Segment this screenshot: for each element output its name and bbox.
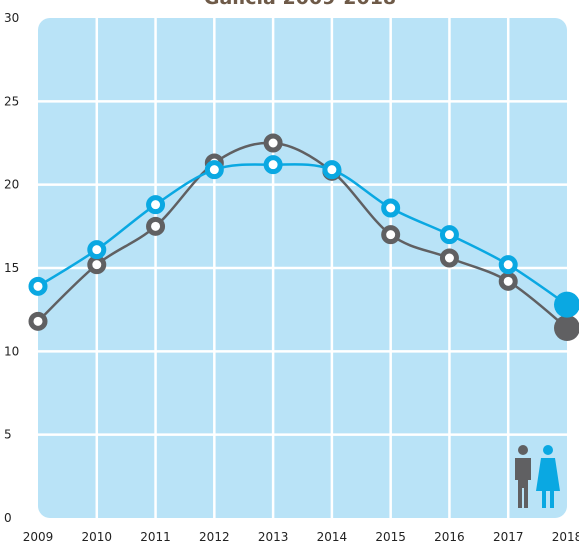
marker	[28, 276, 48, 296]
y-tick-label: 0	[4, 511, 12, 525]
end-marker	[554, 315, 579, 341]
marker	[263, 155, 283, 175]
marker	[263, 133, 283, 153]
x-tick-label: 2017	[493, 530, 524, 544]
marker	[381, 225, 401, 245]
x-tick-label: 2011	[140, 530, 171, 544]
y-tick-label: 30	[4, 11, 19, 25]
marker	[204, 160, 224, 180]
x-tick-label: 2013	[258, 530, 289, 544]
y-tick-label: 25	[4, 94, 19, 108]
x-tick-label: 2016	[434, 530, 465, 544]
woman-head	[543, 445, 553, 455]
y-tick-label: 5	[4, 428, 12, 442]
people-icon	[515, 445, 560, 508]
series-line	[37, 163, 568, 306]
marker	[87, 240, 107, 260]
marker	[28, 311, 48, 331]
series-line	[37, 141, 568, 329]
marker	[439, 225, 459, 245]
marker	[439, 248, 459, 268]
x-tick-label: 2014	[317, 530, 348, 544]
marker	[498, 255, 518, 275]
x-tick-label: 2010	[82, 530, 113, 544]
x-tick-label: 2012	[199, 530, 230, 544]
marker	[381, 198, 401, 218]
woman-body	[536, 458, 560, 508]
x-tick-label: 2018	[552, 530, 579, 544]
chart-title: Galicia 2009-2018	[204, 0, 396, 9]
x-tick-label: 2015	[375, 530, 406, 544]
end-marker	[554, 291, 579, 318]
marker	[146, 195, 166, 215]
man-head	[518, 445, 528, 455]
marker	[87, 255, 107, 275]
marker	[146, 216, 166, 236]
marker	[498, 271, 518, 291]
x-tick-label: 2009	[23, 530, 54, 544]
y-tick-label: 20	[4, 178, 19, 192]
y-tick-label: 10	[4, 344, 19, 358]
y-tick-label: 15	[4, 261, 19, 275]
man-body	[515, 458, 531, 508]
marker	[322, 160, 342, 180]
